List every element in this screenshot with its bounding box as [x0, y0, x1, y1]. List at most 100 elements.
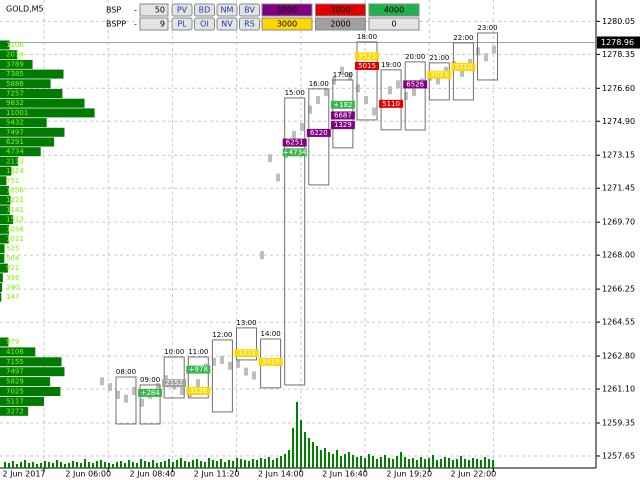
price-bar: [212, 357, 216, 366]
profile-label: 5432: [6, 119, 24, 127]
volume-bar: [444, 457, 446, 468]
hour-tag-label: 6220: [310, 129, 328, 137]
volume-bar: [44, 461, 46, 468]
price-bar: [260, 251, 264, 260]
profile-bar: [0, 108, 95, 118]
volume-bar: [268, 457, 270, 468]
y-tick-label: 1262.80: [602, 352, 635, 361]
profile-label: 5829: [6, 378, 24, 386]
volume-bar: [108, 463, 110, 468]
volume-bar: [420, 457, 422, 468]
hour-label: 20:00: [405, 53, 425, 61]
profile-label: 1011: [6, 235, 24, 243]
hour-tag: [330, 100, 355, 109]
panel-button[interactable]: [171, 17, 193, 31]
profile-label: 5886: [6, 80, 24, 88]
hour-tag-label: 6687: [334, 111, 352, 119]
hour-tag-label: +978: [189, 366, 208, 374]
price-bar: [268, 154, 272, 163]
volume-bar: [316, 446, 318, 468]
profile-bar: [0, 59, 33, 69]
volume-bar: [488, 459, 490, 468]
profile-label: 979: [6, 338, 19, 346]
panel-button[interactable]: [194, 3, 215, 17]
volume-bar: [32, 462, 34, 468]
panel-button[interactable]: [239, 3, 260, 17]
panel-button-label[interactable]: PL: [177, 20, 187, 29]
volume-bar: [4, 462, 6, 468]
y-tick-label: 1274.90: [602, 117, 635, 126]
volume-bar: [424, 459, 426, 468]
volume-bar: [440, 459, 442, 468]
profile-label: 11001: [6, 109, 28, 117]
volume-bar: [36, 464, 38, 468]
panel-button-label[interactable]: OI: [200, 20, 209, 29]
volume-bar: [324, 448, 326, 468]
symbol-title: GOLD,M5: [6, 5, 44, 14]
panel-button-label[interactable]: RS: [244, 20, 255, 29]
hour-label: 18:00: [357, 33, 377, 41]
profile-bar: [0, 50, 18, 60]
y-tick-label: 1257.65: [602, 451, 635, 460]
panel-button-label[interactable]: PV: [177, 6, 188, 15]
hour-tag-label: 6251: [286, 139, 304, 147]
panel-color-box-label: 4000: [384, 6, 404, 15]
volume-bar: [172, 462, 174, 468]
x-tick-label: 2 Jun 06:00: [65, 470, 111, 479]
volume-bar: [340, 456, 342, 468]
price-bar: [436, 76, 440, 85]
volume-bar: [100, 460, 102, 468]
volume-bar: [448, 458, 450, 468]
volume-bar: [312, 442, 314, 468]
panel-button-label[interactable]: NV: [221, 20, 233, 29]
volume-bar: [368, 454, 370, 468]
profile-bar: [0, 40, 10, 50]
panel-label: BSP: [106, 6, 121, 15]
profile-label: 147: [6, 293, 19, 301]
panel-button[interactable]: [239, 17, 260, 31]
volume-bar: [484, 457, 486, 468]
price-bar: [180, 386, 184, 395]
volume-bar: [480, 460, 482, 468]
hour-box: [404, 61, 426, 131]
panel-button[interactable]: [216, 17, 238, 31]
volume-bar: [408, 459, 410, 468]
panel-button-label[interactable]: BV: [244, 6, 255, 15]
panel-button[interactable]: [171, 3, 193, 17]
x-tick-label: 2 Jun 22:00: [451, 470, 497, 479]
price-bar: [388, 86, 392, 95]
panel-dash: -: [134, 20, 137, 29]
profile-bar: [0, 147, 41, 157]
panel-button-label[interactable]: NM: [221, 6, 234, 15]
profile-label: 336: [6, 274, 20, 282]
volume-bar: [320, 450, 322, 468]
volume-bar: [404, 457, 406, 468]
profile-bar: [0, 337, 9, 347]
profile-bar: [0, 357, 62, 367]
volume-bar: [252, 459, 254, 468]
volume-bar: [280, 456, 282, 468]
profile-label: 7025: [6, 388, 24, 396]
panel-button[interactable]: [216, 3, 238, 17]
volume-bar: [472, 458, 474, 468]
price-bar: [292, 130, 296, 139]
panel-button-label[interactable]: BD: [199, 6, 211, 15]
volume-bar: [136, 463, 138, 468]
profile-label: 1056: [6, 187, 24, 195]
volume-bar: [48, 462, 50, 468]
volume-bar: [156, 463, 158, 468]
profile-label: 7385: [6, 70, 24, 78]
volume-bar: [64, 464, 66, 468]
profile-bar: [0, 98, 85, 108]
price-bar: [196, 379, 200, 388]
profile-label: 5117: [6, 397, 24, 405]
price-bar: [364, 95, 368, 104]
y-tick-label: 1276.60: [602, 84, 635, 93]
price-bar: [324, 88, 328, 97]
volume-bar: [84, 459, 86, 468]
panel-button[interactable]: [194, 17, 215, 31]
profile-label: 1221: [6, 196, 24, 204]
y-tick-label: 1278.35: [602, 50, 635, 59]
volume-bar: [168, 459, 170, 468]
volume-bar: [344, 454, 346, 468]
